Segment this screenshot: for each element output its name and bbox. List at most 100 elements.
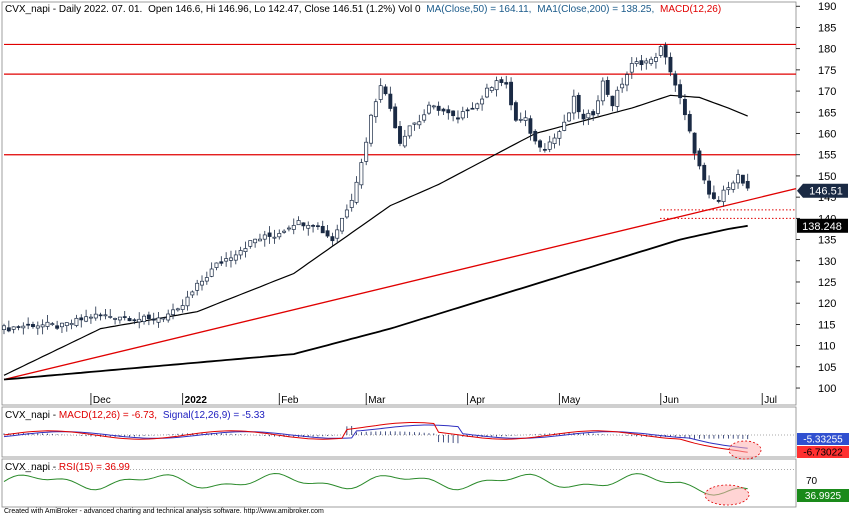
candle-up [243,248,248,252]
candle-down [542,148,547,151]
candle-up [731,182,736,190]
candle-up [431,105,436,108]
macd-highlight-ellipse [728,440,762,460]
candle-up [175,308,180,311]
candle-down [311,225,316,227]
candle-up [69,323,74,326]
candle-up [248,240,253,247]
candle-up [45,321,50,327]
candle-up [518,118,523,121]
candle-up [171,309,175,315]
macd-pane-name: CVX_napi - [5,410,59,421]
candle-down [320,225,325,234]
price-title-line: CVX_napi - Daily 2022. 07. 01. Open 146.… [5,4,721,15]
candle-up [335,229,340,239]
candle-down [31,324,35,328]
price-x-tick-label: Mar [368,395,386,406]
candle-down [79,317,84,321]
candle-down [702,164,707,181]
candle-down [388,93,393,109]
price-y-tick-label: 175 [818,65,836,77]
candle-down [716,199,721,202]
price-y-tick-label: 100 [818,383,836,395]
candle-down [707,180,712,195]
macd-value-text: -6.73022 [803,448,843,459]
ma200-value: 138.248 [802,221,842,233]
rsi-line [3,472,748,496]
candle-up [306,225,311,229]
candle-up [364,141,369,162]
candle-up [156,317,161,323]
candle-down [132,319,137,322]
candle-down [682,98,687,116]
candle-up [340,217,344,232]
candle-up [649,58,654,64]
candle-up [190,291,195,296]
rsi-series [3,468,796,506]
rsi-title-line: CVX_napi - RSI(15) = 36.99 [5,462,130,473]
candle-up [634,61,639,65]
price-y-tick-label: 115 [818,319,836,331]
rsi-value-text: 36.9925 [805,491,842,502]
last-close-value: 146.51 [809,186,843,198]
candle-up [344,209,349,218]
candle-down [98,314,103,317]
rsi-readout: RSI(15) = 36.99 [59,462,130,473]
candle-up [272,236,277,239]
candle-up [291,225,296,230]
candle-up [658,46,663,56]
candle-down [127,318,132,322]
candle-up [258,238,262,242]
candle-up [654,57,658,62]
candle-up [11,326,16,330]
ma50-line [3,94,748,376]
candle-up [200,280,204,286]
candle-up [113,318,118,320]
candle-up [615,89,620,107]
candle-down [533,130,538,142]
price-value-labels: 146.51 138.248 [797,183,848,233]
moving-averages [3,94,748,381]
price-x-tick-label: Jun [663,395,679,406]
macd-series [3,422,796,460]
price-pane-frame [1,1,797,406]
price-y-tick-label: 125 [818,277,836,289]
candle-up [142,315,146,322]
candle-down [576,94,581,113]
candle-up [185,296,190,307]
candle-down [678,84,683,99]
macd-cut-readout: MACD(12,26) [660,4,721,15]
candle-down [668,56,673,73]
candle-up [64,322,69,326]
rsi-tick-70: 70 [806,476,818,487]
candle-up [277,233,282,238]
candle-down [219,261,224,264]
candle-up [93,313,98,319]
candle-down [499,79,504,83]
candle-up [562,121,567,131]
candle-up [721,189,726,203]
price-y-tick-label: 120 [818,298,836,310]
candle-down [301,222,306,227]
price-y-tick-label: 135 [818,235,836,247]
candle-up [726,187,731,191]
candle-down [465,109,470,112]
candle-up [475,103,480,109]
candle-up [233,254,238,261]
candle-up [117,316,122,321]
macd-title-line: CVX_napi - MACD(12,26) = -6.73, Signal(1… [5,410,265,421]
candle-down [528,118,533,134]
candle-down [26,323,31,326]
candle-up [552,137,557,144]
candle-up [494,80,499,91]
candle-down [146,314,151,319]
candle-down [55,325,60,329]
candle-up [74,317,79,326]
candle-up [354,181,359,203]
candle-down [663,45,668,58]
chart-title: CVX_napi - Daily 2022. 07. 01. [5,4,142,15]
candle-up [84,316,89,322]
candle-down [740,174,745,184]
candle-up [571,95,576,114]
